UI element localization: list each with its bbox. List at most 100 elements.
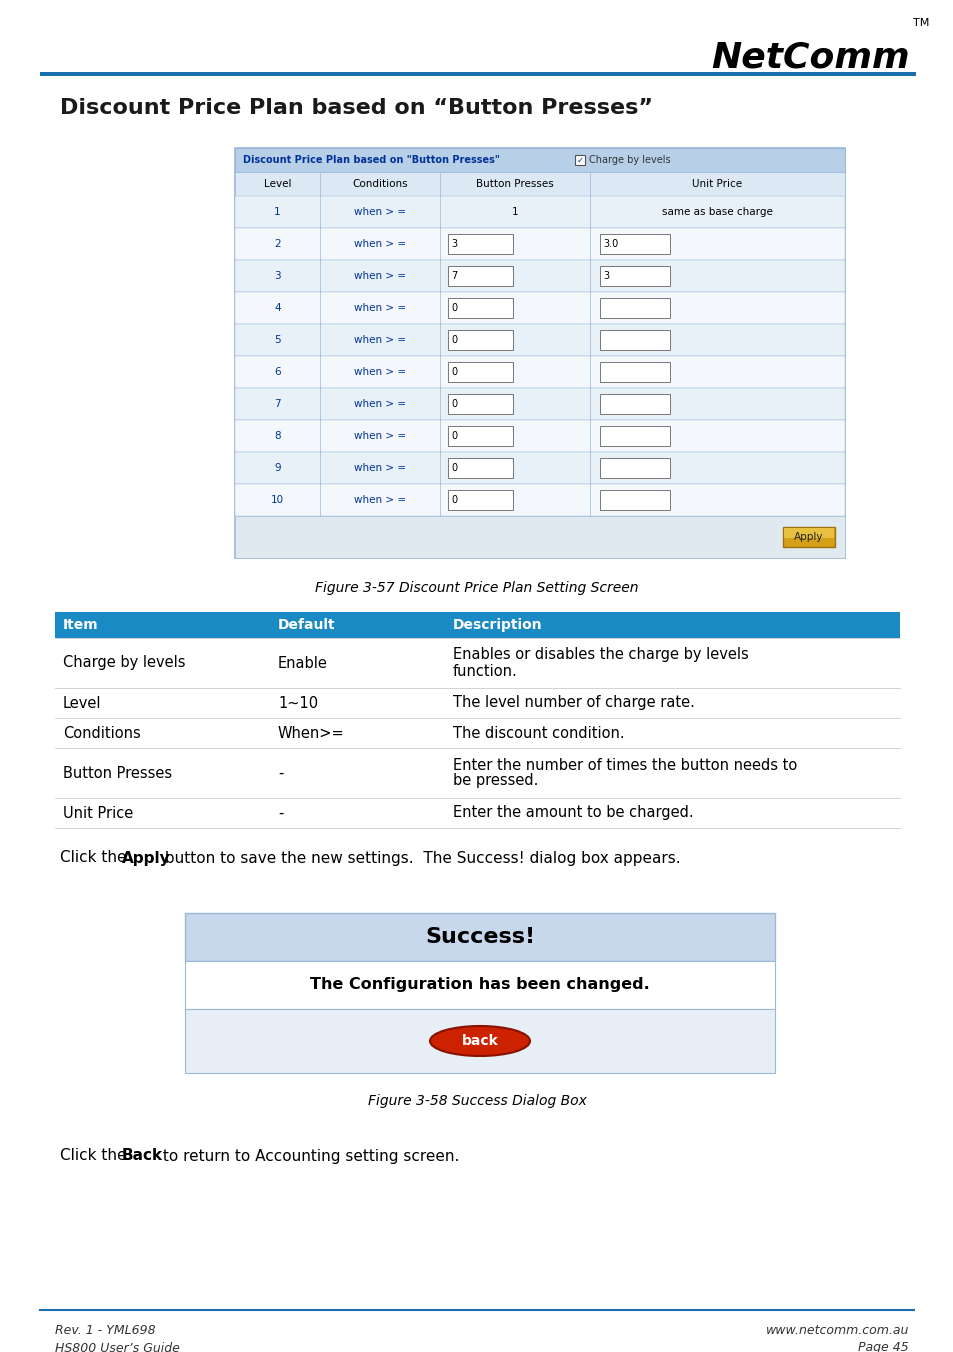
Bar <box>234 228 844 260</box>
Text: When>=: When>= <box>277 726 344 741</box>
Bar <box>575 155 584 165</box>
Text: -: - <box>277 806 283 821</box>
Text: to return to Accounting setting screen.: to return to Accounting setting screen. <box>158 1148 459 1164</box>
Bar <box>234 172 844 196</box>
Bar <box>234 260 844 292</box>
Text: Enter the number of times the button needs to: Enter the number of times the button nee… <box>453 757 797 772</box>
Bar <box>448 458 513 479</box>
Text: 3: 3 <box>274 270 280 281</box>
Bar <box>234 484 844 516</box>
Text: Enables or disables the charge by levels: Enables or disables the charge by levels <box>453 648 748 662</box>
Bar <box>448 266 513 287</box>
Text: 3: 3 <box>602 270 608 281</box>
Bar <box>599 297 669 318</box>
Bar <box>234 516 844 558</box>
Bar <box>234 420 844 452</box>
Bar <box>599 362 669 383</box>
Text: The level number of charge rate.: The level number of charge rate. <box>453 695 694 711</box>
Text: The Configuration has been changed.: The Configuration has been changed. <box>310 977 649 992</box>
Text: 6: 6 <box>274 366 280 377</box>
Bar <box>448 393 513 414</box>
Text: 5: 5 <box>274 335 280 345</box>
Text: www.netcomm.com.au: www.netcomm.com.au <box>765 1324 908 1337</box>
Text: 0: 0 <box>451 335 456 345</box>
Text: Enter the amount to be charged.: Enter the amount to be charged. <box>453 806 693 821</box>
Bar <box>448 426 513 446</box>
Text: when > =: when > = <box>354 366 406 377</box>
Text: same as base charge: same as base charge <box>661 207 772 218</box>
Bar <box>599 330 669 350</box>
Text: 4: 4 <box>274 303 280 314</box>
Text: 0: 0 <box>451 431 456 441</box>
Text: 3: 3 <box>451 239 456 249</box>
Text: 10: 10 <box>271 495 284 506</box>
Text: Success!: Success! <box>424 927 535 946</box>
Text: Figure 3-58 Success Dialog Box: Figure 3-58 Success Dialog Box <box>367 1094 586 1109</box>
Bar <box>234 147 844 558</box>
Bar <box>185 1009 774 1073</box>
Bar <box>448 489 513 510</box>
Bar <box>448 297 513 318</box>
Text: 1: 1 <box>274 207 280 218</box>
Text: Conditions: Conditions <box>63 726 141 741</box>
Text: Click the: Click the <box>60 1148 132 1164</box>
Text: when > =: when > = <box>354 431 406 441</box>
Text: -: - <box>277 765 283 780</box>
Text: Discount Price Plan based on "Button Presses": Discount Price Plan based on "Button Pre… <box>243 155 499 165</box>
Text: Default: Default <box>277 618 335 631</box>
Text: ✓: ✓ <box>576 155 583 165</box>
Text: Button Presses: Button Presses <box>63 765 172 780</box>
Bar <box>448 330 513 350</box>
Bar <box>55 612 899 638</box>
Text: 8: 8 <box>274 431 280 441</box>
Bar <box>234 292 844 324</box>
Bar <box>448 362 513 383</box>
Bar <box>448 234 513 254</box>
Bar <box>40 72 915 76</box>
Bar <box>185 961 774 1009</box>
Bar <box>234 324 844 356</box>
Text: Rev. 1 - YML698: Rev. 1 - YML698 <box>55 1324 155 1337</box>
Text: button to save the new settings.  The Success! dialog box appears.: button to save the new settings. The Suc… <box>160 850 679 865</box>
Bar <box>234 147 844 172</box>
Text: The discount condition.: The discount condition. <box>453 726 624 741</box>
Bar <box>783 529 833 538</box>
Bar <box>782 527 834 548</box>
Text: Level: Level <box>263 178 291 189</box>
Text: when > =: when > = <box>354 462 406 473</box>
Text: when > =: when > = <box>354 495 406 506</box>
Text: Level: Level <box>63 695 101 711</box>
Text: 7: 7 <box>451 270 456 281</box>
Text: Enable: Enable <box>277 656 328 671</box>
Text: Apply: Apply <box>122 850 171 865</box>
Bar <box>599 489 669 510</box>
Text: 1: 1 <box>511 207 517 218</box>
Text: Apply: Apply <box>794 531 822 542</box>
Text: 0: 0 <box>451 495 456 506</box>
Bar <box>185 913 774 961</box>
Text: TM: TM <box>912 18 928 28</box>
Text: 0: 0 <box>451 399 456 410</box>
Text: Charge by levels: Charge by levels <box>588 155 670 165</box>
Text: 1~10: 1~10 <box>277 695 317 711</box>
Text: back: back <box>461 1034 497 1048</box>
Bar <box>234 388 844 420</box>
Text: HS800 User’s Guide: HS800 User’s Guide <box>55 1341 180 1352</box>
Text: be pressed.: be pressed. <box>453 773 537 788</box>
Text: 2: 2 <box>274 239 280 249</box>
Text: Click the: Click the <box>60 850 132 865</box>
Bar <box>234 356 844 388</box>
Text: Description: Description <box>453 618 542 631</box>
Text: function.: function. <box>453 664 517 679</box>
Text: Figure 3-57 Discount Price Plan Setting Screen: Figure 3-57 Discount Price Plan Setting … <box>314 581 639 595</box>
Text: Button Presses: Button Presses <box>476 178 554 189</box>
Text: Conditions: Conditions <box>352 178 407 189</box>
Text: when > =: when > = <box>354 270 406 281</box>
Bar <box>599 393 669 414</box>
Text: when > =: when > = <box>354 335 406 345</box>
Ellipse shape <box>430 1026 530 1056</box>
Bar <box>234 196 844 228</box>
Text: 9: 9 <box>274 462 280 473</box>
Text: 0: 0 <box>451 366 456 377</box>
Text: when > =: when > = <box>354 207 406 218</box>
